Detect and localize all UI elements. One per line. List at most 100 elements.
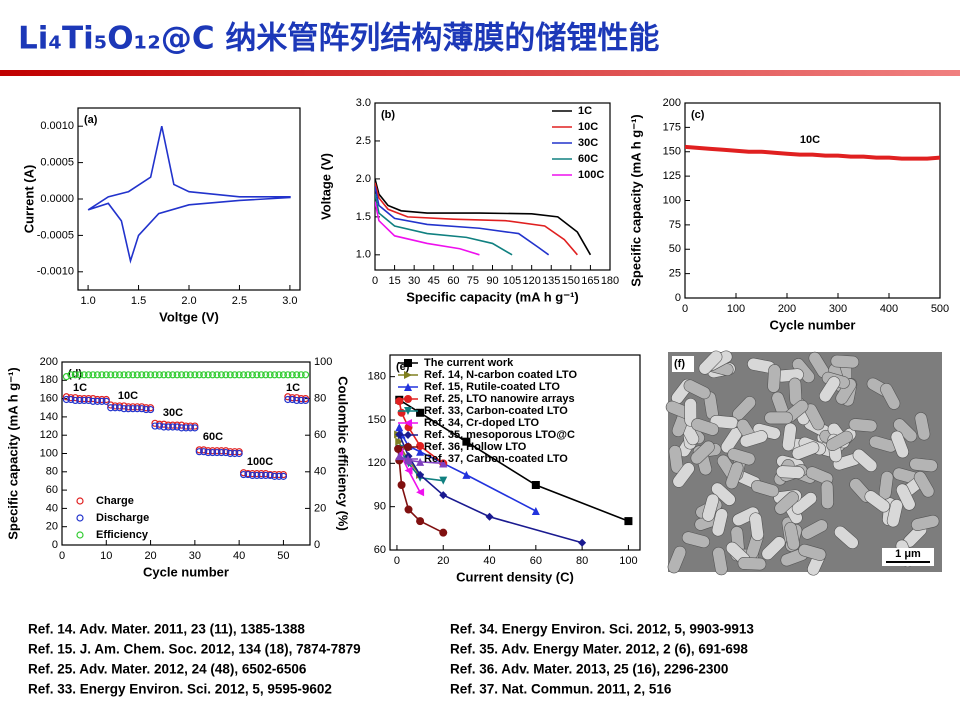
- marker: [404, 505, 413, 514]
- marker: [404, 359, 412, 367]
- marker: [204, 448, 212, 457]
- marker: [244, 371, 252, 379]
- y-tick-label: 0: [52, 539, 58, 551]
- marker: [416, 408, 425, 417]
- plot-frame: [389, 354, 641, 551]
- marker: [226, 371, 234, 379]
- y-tick-label: 125: [663, 170, 681, 182]
- marker: [124, 371, 133, 379]
- marker: [182, 371, 190, 379]
- x-tick-label: 45: [428, 275, 440, 287]
- y-tick-label: 200: [663, 97, 681, 109]
- x-axis-label: Cycle number: [770, 317, 856, 332]
- y-tick-label: 150: [663, 146, 681, 158]
- x-axis-label: Specific capacity (mA h g⁻¹): [406, 289, 579, 304]
- marker: [279, 472, 288, 480]
- nanotube: [727, 448, 756, 466]
- marker: [169, 423, 177, 431]
- marker: [76, 531, 84, 539]
- nanotube: [896, 483, 916, 511]
- marker: [404, 407, 412, 415]
- marker: [80, 396, 88, 405]
- marker: [397, 408, 406, 417]
- marker: [244, 470, 252, 479]
- y-tick-label: 0.0005: [40, 157, 74, 169]
- marker: [404, 419, 412, 427]
- y-tick-label: 175: [663, 121, 681, 133]
- marker: [257, 371, 265, 379]
- y-tick-label: 60: [374, 544, 386, 556]
- slide-title: Li₄Ti₅O₁₂@C 纳米管阵列结构薄膜的储锂性能: [18, 21, 659, 57]
- marker: [102, 397, 110, 405]
- series-line: [375, 193, 513, 256]
- nanotube: [886, 499, 903, 528]
- legend-label: Ref. 35, mesoporous LTO@C: [424, 429, 575, 441]
- marker: [462, 470, 471, 479]
- x-tick-label: 20: [144, 550, 156, 562]
- x-tick-label: 10: [100, 550, 112, 562]
- nanotube: [864, 490, 891, 513]
- plot-frame: [374, 102, 611, 271]
- marker: [76, 497, 84, 505]
- legend-label: Ref. 25, LTO nanowire arrays: [424, 393, 575, 405]
- nanotube: [711, 482, 736, 506]
- marker: [213, 448, 221, 457]
- marker: [416, 447, 425, 456]
- nanotube: [711, 508, 728, 537]
- marker: [169, 371, 177, 379]
- marker: [129, 371, 137, 379]
- marker: [404, 395, 412, 403]
- marker: [288, 395, 296, 404]
- y2-tick-label: 60: [314, 429, 326, 441]
- nanotube: [830, 354, 860, 369]
- marker: [164, 371, 172, 379]
- marker: [235, 371, 243, 379]
- reference: Ref. 35. Adv. Energy Mater. 2012, 2 (6),…: [450, 642, 748, 657]
- annotation: 60C: [203, 431, 223, 443]
- marker: [142, 371, 150, 379]
- marker: [62, 395, 71, 404]
- marker: [439, 528, 448, 537]
- legend-label: Ref. 36, Hollow LTO: [424, 441, 527, 453]
- marker: [395, 437, 404, 446]
- marker: [138, 371, 146, 379]
- marker: [275, 371, 283, 379]
- nanotube: [826, 430, 853, 451]
- nanotube: [801, 519, 828, 540]
- legend-label: Ref. 15, Rutile-coated LTO: [424, 381, 560, 393]
- x-tick-label: 75: [467, 275, 479, 287]
- marker: [239, 470, 248, 479]
- nanotube: [798, 543, 827, 561]
- marker: [217, 371, 226, 379]
- x-tick-label: 100: [619, 555, 637, 567]
- marker: [222, 371, 230, 379]
- nanotube: [782, 422, 797, 452]
- series-line: [685, 144, 940, 161]
- marker: [416, 457, 425, 466]
- y-tick-label: -0.0010: [37, 266, 74, 278]
- x-tick-label: 2.0: [181, 295, 196, 307]
- marker: [266, 471, 274, 480]
- x-tick-label: 1.0: [80, 295, 95, 307]
- marker: [208, 371, 217, 379]
- marker: [395, 452, 404, 461]
- marker: [288, 371, 296, 379]
- reference: Ref. 37. Nat. Commun. 2011, 2, 516: [450, 682, 672, 697]
- x-tick-label: 2.5: [232, 295, 247, 307]
- nanotube: [683, 379, 711, 400]
- x-tick-label: 20: [437, 555, 449, 567]
- marker: [416, 470, 425, 479]
- marker: [164, 423, 172, 431]
- marker: [155, 371, 164, 379]
- reference: Ref. 34. Energy Environ. Sci. 2012, 5, 9…: [450, 622, 754, 637]
- panel-label: (d): [68, 368, 82, 380]
- marker: [151, 371, 159, 379]
- marker: [404, 466, 413, 475]
- marker: [76, 371, 84, 379]
- legend-label: 60C: [578, 153, 598, 165]
- nanotube: [819, 376, 841, 403]
- marker: [213, 371, 221, 379]
- y2-tick-label: 40: [314, 466, 326, 478]
- y-tick-label: 180: [368, 371, 386, 383]
